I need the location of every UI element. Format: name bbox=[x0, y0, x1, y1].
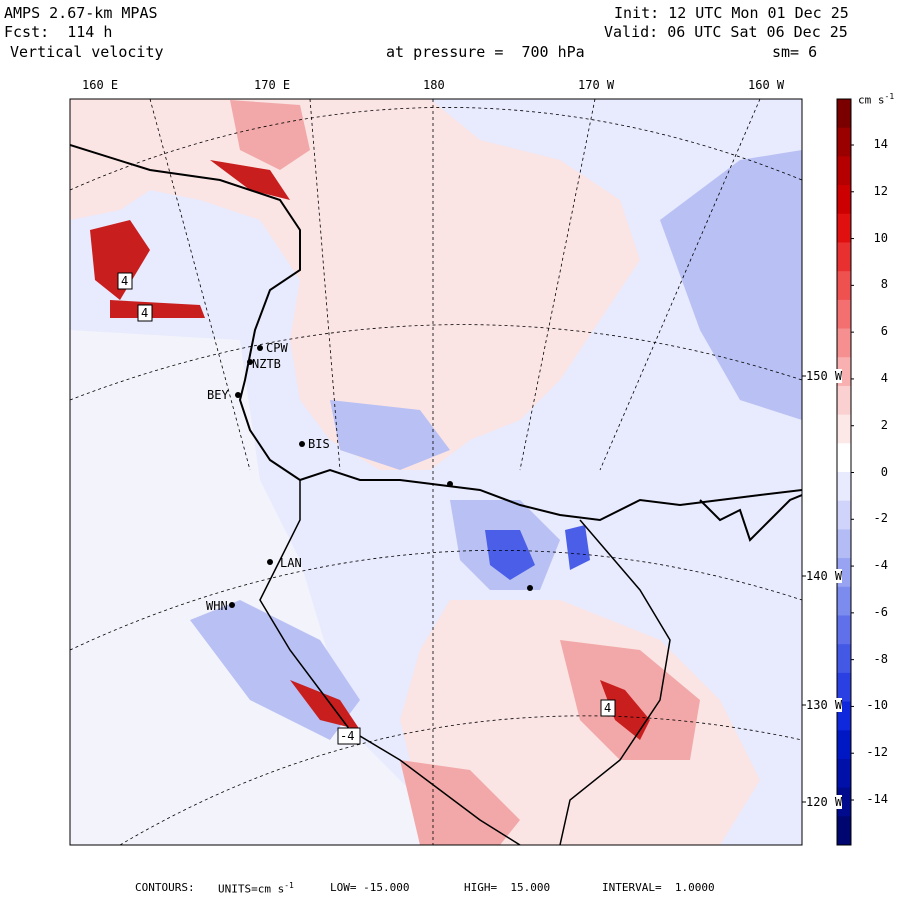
colorbar-swatch bbox=[837, 414, 851, 444]
colorbar-unit: cm s-1 bbox=[858, 92, 895, 107]
colorbar-tick-label: 10 bbox=[873, 230, 888, 245]
coastline-islands bbox=[699, 494, 802, 542]
negative-region bbox=[660, 150, 802, 420]
footer-low: LOW= -15.000 bbox=[330, 881, 410, 894]
box-label: 4 bbox=[121, 274, 128, 288]
strong-negative-region bbox=[485, 530, 535, 580]
box-label: 4 bbox=[141, 306, 148, 320]
colorbar-swatch bbox=[837, 99, 851, 129]
colorbar-swatch bbox=[837, 242, 851, 272]
lon-label-top: 170 W bbox=[578, 78, 615, 92]
colorbar-tick-label: -6 bbox=[873, 604, 888, 619]
smoothing-value: sm= 6 bbox=[772, 43, 818, 61]
colorbar-swatch bbox=[837, 213, 851, 243]
box-label: -4 bbox=[340, 729, 354, 743]
valid-time: Valid: 06 UTC Sat 06 Dec 25 bbox=[604, 23, 848, 41]
station-label-bey: BEY bbox=[207, 388, 229, 402]
colorbar-swatch bbox=[837, 385, 851, 416]
colorbar-swatch bbox=[837, 127, 851, 157]
colorbar-swatch bbox=[837, 586, 851, 616]
colorbar-tick-label: -10 bbox=[866, 698, 888, 713]
strong-positive-region bbox=[210, 160, 290, 200]
colorbar-swatch bbox=[837, 644, 851, 674]
station-label-lan: LAN bbox=[280, 556, 302, 570]
lon-label-top: 160 W bbox=[748, 78, 785, 92]
colorbar-swatch bbox=[837, 328, 851, 358]
map-frame bbox=[69, 98, 803, 846]
colorbar-swatch bbox=[837, 758, 851, 789]
forecast-hour: Fcst: 114 h bbox=[4, 23, 113, 41]
colorbar-swatch bbox=[837, 472, 851, 502]
lon-label-top: 180 bbox=[423, 78, 445, 92]
colorbar-swatch bbox=[837, 443, 851, 473]
colorbar-tick-label: -2 bbox=[873, 511, 888, 526]
graticule bbox=[70, 99, 802, 845]
colorbar-tick-label: 4 bbox=[880, 370, 888, 385]
colorbar-swatch bbox=[837, 529, 851, 559]
colorbar-swatch bbox=[837, 500, 851, 530]
lon-label-right: 130 W bbox=[806, 698, 843, 712]
colorbar-tick-label: 6 bbox=[880, 324, 888, 339]
station-label-bis: BIS bbox=[308, 437, 330, 451]
footer-interval: INTERVAL= 1.0000 bbox=[602, 881, 715, 894]
colorbar-swatch bbox=[837, 816, 851, 846]
colorbar-swatch bbox=[837, 299, 851, 330]
colorbar-swatch bbox=[837, 672, 851, 703]
station-label-whn: WHN bbox=[206, 599, 228, 613]
ice-shelf-edge bbox=[259, 480, 521, 845]
colorbar-tick-label: 12 bbox=[873, 183, 888, 198]
colorbar-frame bbox=[836, 98, 852, 846]
colorbar-swatch bbox=[837, 156, 851, 186]
colorbar-swatch bbox=[837, 185, 851, 215]
right-lon-ticks bbox=[802, 375, 810, 803]
land-region bbox=[70, 330, 470, 845]
colorbar-tick-label: 2 bbox=[880, 417, 888, 432]
lon-label-right: 120 W bbox=[806, 795, 843, 809]
lon-label-top: 160 E bbox=[82, 78, 119, 92]
strong-positive-region bbox=[290, 680, 360, 730]
field-name: Vertical velocity bbox=[10, 43, 164, 61]
faint-positive-region bbox=[400, 600, 760, 845]
ice-shelf-edge bbox=[559, 519, 671, 845]
footer-high: HIGH= 15.000 bbox=[464, 881, 551, 894]
station-labels: CPW NZTB BEY BIS LAN WHN bbox=[206, 341, 330, 613]
station-markers bbox=[229, 345, 533, 608]
colorbar-tick-label: -12 bbox=[866, 745, 888, 760]
colorbar-tick-label: 0 bbox=[880, 464, 888, 479]
positive-region bbox=[230, 100, 310, 170]
station-label-cpw: CPW bbox=[266, 341, 288, 355]
lon-label-top: 170 E bbox=[254, 78, 291, 92]
faint-positive-region bbox=[70, 99, 640, 470]
footer-units: UNITS=cm s-1 bbox=[218, 881, 294, 896]
colorbar-tick-label: -8 bbox=[873, 651, 888, 666]
colorbar-tick-label: -14 bbox=[866, 792, 888, 806]
colorbar-tick-label: 14 bbox=[873, 137, 888, 151]
colorbar-swatch bbox=[837, 271, 851, 301]
positive-region bbox=[400, 760, 520, 845]
coastline bbox=[70, 144, 802, 522]
lon-label-right: 140 W bbox=[806, 569, 843, 583]
strong-negative-region bbox=[565, 525, 590, 570]
negative-region bbox=[330, 400, 450, 470]
colorbar-swatch bbox=[837, 615, 851, 645]
station-label-nztb: NZTB bbox=[252, 357, 281, 371]
extrema-box-labels: 4 4 4 -4 bbox=[117, 272, 616, 745]
footer-contours: CONTOURS: bbox=[135, 881, 195, 894]
model-title: AMPS 2.67-km MPAS bbox=[4, 4, 158, 22]
colorbar-tick-label: 8 bbox=[880, 277, 888, 292]
box-label: 4 bbox=[604, 701, 611, 715]
init-time: Init: 12 UTC Mon 01 Dec 25 bbox=[614, 4, 849, 22]
colorbar-tick-label: -4 bbox=[873, 558, 888, 573]
pressure-level: at pressure = 700 hPa bbox=[386, 43, 585, 61]
lon-label-right: 150 W bbox=[806, 369, 843, 383]
strong-positive-region bbox=[90, 220, 150, 300]
strong-positive-region bbox=[600, 680, 650, 740]
strong-positive-region bbox=[110, 300, 205, 318]
colorbar-swatch bbox=[837, 787, 851, 817]
colorbar-swatch bbox=[837, 730, 851, 760]
